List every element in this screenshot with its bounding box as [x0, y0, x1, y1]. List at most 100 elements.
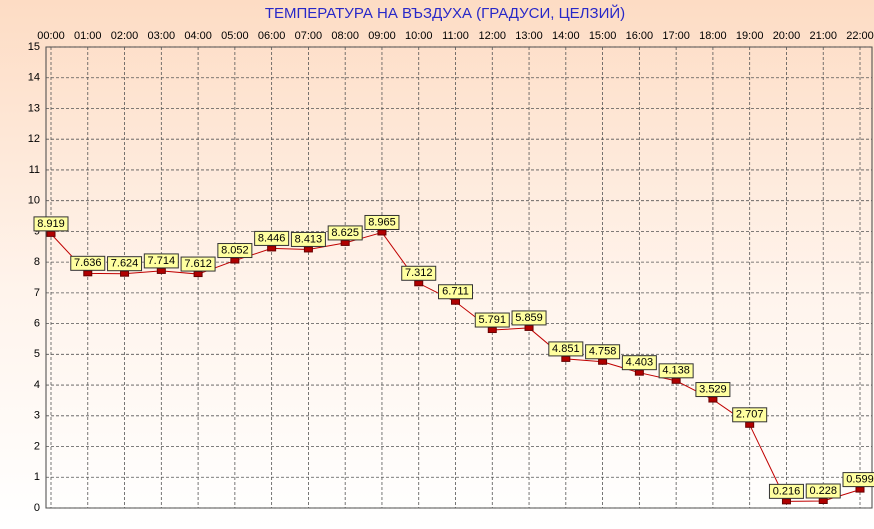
x-tick-label: 10:00: [405, 30, 433, 42]
y-tick-label: 0: [34, 502, 40, 514]
point-marker: [267, 245, 277, 252]
y-tick-label: 6: [34, 318, 40, 330]
y-tick-label: 15: [28, 41, 40, 53]
label-box: [290, 231, 326, 247]
point-marker: [83, 270, 93, 277]
y-tick-label: 8: [34, 256, 40, 268]
x-tick-label: 21:00: [809, 30, 837, 42]
y-tick-label: 12: [28, 133, 40, 145]
x-tick-label: 07:00: [295, 30, 323, 42]
x-tick-label: 05:00: [221, 30, 249, 42]
data-label: 2.707: [736, 409, 764, 421]
y-tick-label: 1: [34, 471, 40, 483]
label-box: [474, 312, 510, 328]
x-tick-label: 19:00: [736, 30, 764, 42]
x-tick-label: 13:00: [515, 30, 543, 42]
x-tick-label: 02:00: [111, 30, 139, 42]
point-marker: [818, 497, 828, 504]
x-tick-label: 06:00: [258, 30, 286, 42]
data-label: 8.965: [368, 216, 396, 228]
data-label: 7.312: [405, 267, 433, 279]
x-tick-label: 20:00: [773, 30, 801, 42]
data-label: 8.625: [331, 227, 359, 239]
data-label: 7.714: [148, 255, 176, 267]
x-tick-label: 00:00: [37, 30, 65, 42]
point-marker: [745, 421, 755, 428]
point-marker: [46, 230, 56, 237]
y-tick-label: 7: [34, 287, 40, 299]
x-tick-label: 09:00: [368, 30, 396, 42]
data-label: 4.138: [662, 365, 690, 377]
y-tick-label: 2: [34, 440, 40, 452]
data-label: 0.216: [773, 485, 801, 497]
label-box: [438, 284, 473, 300]
data-label: 4.851: [552, 343, 580, 355]
x-tick-label: 01:00: [74, 30, 102, 42]
data-label: 0.228: [809, 485, 837, 497]
y-tick-label: 11: [29, 164, 40, 176]
label-box: [548, 341, 584, 357]
point-marker: [487, 327, 497, 334]
label-box: [805, 483, 841, 499]
label-box: [143, 253, 179, 269]
y-tick-label: 4: [34, 379, 40, 391]
data-label: 7.624: [111, 258, 139, 270]
label-box: [327, 225, 363, 241]
label-box: [254, 230, 290, 246]
point-marker: [671, 377, 681, 384]
point-marker: [414, 280, 424, 287]
y-tick-label: 14: [28, 72, 40, 84]
point-marker: [781, 498, 791, 505]
x-tick-label: 11:00: [442, 30, 469, 42]
data-label: 7.612: [184, 258, 212, 270]
y-tick-label: 13: [28, 102, 40, 114]
point-marker: [855, 486, 865, 493]
point-marker: [708, 396, 718, 403]
point-marker: [377, 229, 387, 236]
point-marker: [193, 271, 203, 278]
x-tick-label: 08:00: [331, 30, 359, 42]
point-marker: [340, 239, 350, 246]
label-box: [695, 382, 731, 398]
data-label: 3.529: [699, 383, 727, 395]
data-label: 7.636: [74, 257, 102, 269]
point-marker: [524, 324, 534, 331]
x-tick-label: 15:00: [589, 30, 617, 42]
label-box: [70, 255, 106, 271]
label-box: [658, 363, 694, 379]
label-box: [768, 483, 804, 499]
point-marker: [230, 257, 240, 264]
point-marker: [156, 267, 166, 274]
point-marker: [303, 246, 313, 253]
label-box: [180, 256, 216, 272]
x-tick-label: 03:00: [148, 30, 176, 42]
x-tick-label: 17:00: [662, 30, 690, 42]
data-label: 8.446: [258, 232, 286, 244]
point-marker: [451, 298, 460, 305]
chart-title: ТЕМПЕРАТУРА НА ВЪЗДУХА (ГРАДУСИ, ЦЕЛЗИЙ): [265, 4, 625, 22]
label-box: [732, 407, 768, 423]
point-marker: [120, 270, 130, 277]
x-tick-label: 12:00: [479, 30, 507, 42]
data-label: 5.859: [515, 312, 543, 324]
data-label: 4.403: [626, 357, 654, 369]
x-tick-label: 18:00: [699, 30, 727, 42]
data-label: 6.711: [442, 286, 469, 298]
point-marker: [561, 355, 571, 362]
label-box: [364, 214, 400, 230]
x-tick-label: 16:00: [626, 30, 654, 42]
label-box: [621, 355, 657, 371]
data-label: 8.413: [295, 233, 323, 245]
label-box: [842, 472, 874, 488]
point-marker: [634, 369, 644, 376]
label-box: [107, 256, 143, 272]
data-label: 5.791: [479, 314, 507, 326]
point-marker: [598, 358, 608, 365]
data-label: 4.758: [589, 346, 617, 358]
data-label: 8.919: [37, 218, 65, 230]
label-box: [585, 344, 621, 360]
x-tick-label: 04:00: [184, 30, 212, 42]
label-box: [511, 310, 547, 326]
data-label: 8.052: [221, 244, 249, 256]
